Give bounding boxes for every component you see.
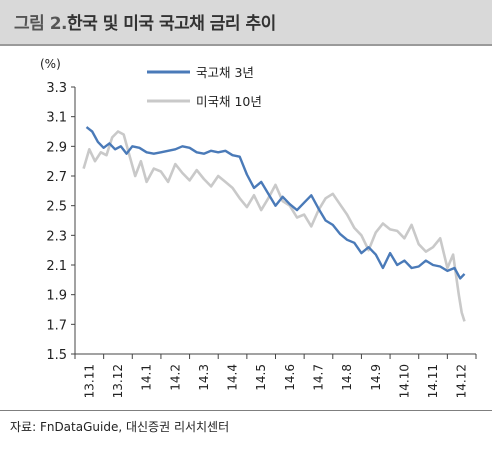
y-tick-label: 2.5 <box>46 200 67 215</box>
series-line-kr-3y <box>85 126 466 280</box>
legend: 국고채 3년 미국채 10년 <box>147 65 262 109</box>
y-tick-label: 1.9 <box>46 289 67 304</box>
legend-label-kr: 국고채 3년 <box>196 65 254 80</box>
y-tick-label: 1.5 <box>46 348 67 363</box>
chart-title: 그림 2.한국 및 미국 국고채 금리 추이 <box>14 9 276 34</box>
figure-number: 그림 2. <box>14 14 68 34</box>
x-axis: 13.11 13.12 14.1 14.2 14.3 14.4 14.5 14.6 14.7 14… <box>74 353 477 398</box>
x-tick-label: 13.12 <box>111 364 125 398</box>
x-tick-label: 14.10 <box>397 364 411 398</box>
x-tick-label: 13.11 <box>82 364 96 398</box>
series-layer <box>82 126 466 322</box>
x-tick-label: 14.9 <box>369 364 383 391</box>
x-tick-label: 14.2 <box>168 364 182 391</box>
x-tick-label: 14.4 <box>226 364 240 391</box>
x-tick-label: 14.1 <box>140 364 154 391</box>
footer-divider <box>0 410 492 411</box>
x-tick-label: 14.7 <box>311 364 325 391</box>
x-tick-label: 14.3 <box>197 364 211 391</box>
title-bar: 그림 2.한국 및 미국 국고채 금리 추이 <box>0 0 492 44</box>
y-tick-label: 2.3 <box>46 229 67 244</box>
x-tick-label: 14.8 <box>340 364 354 391</box>
x-tick-label: 14.6 <box>283 364 297 391</box>
x-tick-label: 14.5 <box>254 364 268 391</box>
y-unit-label: (%) <box>40 57 61 71</box>
y-tick-label: 2.7 <box>46 170 67 185</box>
y-tick-label: 3.3 <box>46 81 67 96</box>
series-line-us-10y <box>82 130 466 322</box>
source-note: 자료: FnDataGuide, 대신증권 리서치센터 <box>10 420 230 434</box>
y-tick-label: 1.7 <box>46 318 67 333</box>
y-tick-label: 3.1 <box>46 111 67 126</box>
figure-title: 한국 및 미국 국고채 금리 추이 <box>67 14 276 34</box>
y-tick-label: 2.1 <box>46 259 67 274</box>
y-axis: 3.3 3.1 2.9 2.7 2.5 2.3 2.1 1.9 1.7 1.5 <box>46 81 76 363</box>
x-tick-label: 14.12 <box>455 364 469 398</box>
y-tick-label: 2.9 <box>46 140 67 155</box>
chart: (%) 3.3 3.1 2.9 2.7 2.5 2.3 2.1 1.9 1.7 1.5 13.11… <box>40 57 477 398</box>
x-tick-label: 14.11 <box>426 364 440 398</box>
title-divider <box>0 44 492 46</box>
legend-label-us: 미국채 10년 <box>196 94 262 109</box>
